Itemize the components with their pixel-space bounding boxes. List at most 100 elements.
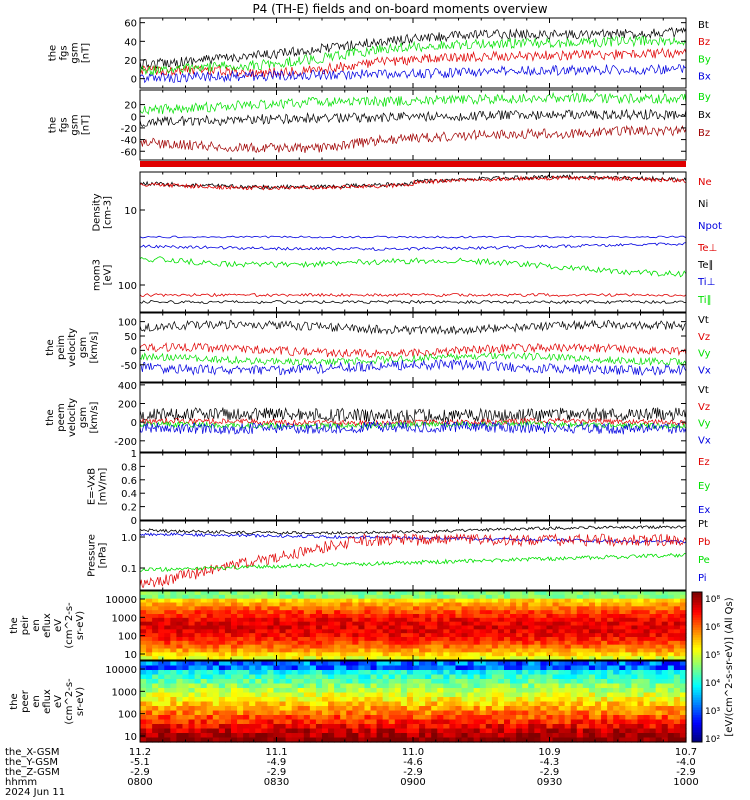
y-tick-label: 10000 xyxy=(105,595,137,606)
series-line xyxy=(139,319,687,336)
y-tick-label: 0 xyxy=(131,75,137,86)
legend-entry: Vz xyxy=(698,332,710,343)
legend-entry: Bx xyxy=(698,71,711,82)
legend-entry: Ey xyxy=(698,481,710,492)
panels-group: 0204060thefgsgsm[nT]BtBzByBx-60-40-20020… xyxy=(9,17,735,745)
series-line xyxy=(139,420,687,435)
y-tick-label: 100 xyxy=(118,318,137,329)
y-tick-label: 0.1 xyxy=(121,564,137,575)
y-tick-label: 0 xyxy=(131,516,137,527)
y-axis-label: thepeimvelocitygsm[km/s] xyxy=(45,328,100,367)
legend-entry: Pe xyxy=(698,555,710,566)
colorbar: 10² 10³ 10⁴ 10⁵ 10⁶ 10⁸ [eV/(cm^2-s-sr-eV)] (A… xyxy=(691,591,735,745)
y-tick-label: 20 xyxy=(124,56,137,67)
legend-entry: Ti∥ xyxy=(697,295,712,306)
legend-entry: Npot xyxy=(698,221,722,232)
legend-entry: Ni xyxy=(698,199,708,210)
y-tick-label: 0.6 xyxy=(121,476,137,487)
x-axis-row-label: the_Z-GSM xyxy=(5,767,60,778)
series-line xyxy=(139,175,687,191)
colorbar-tick: 10⁶ xyxy=(705,623,720,633)
legend-entry: Bz xyxy=(698,128,710,139)
series-line xyxy=(139,359,687,376)
y-tick-label: 1000 xyxy=(112,613,137,624)
x-axis-row-label: the_X-GSM xyxy=(5,747,59,758)
quality-flag-bar xyxy=(140,161,686,167)
legend-entry: Ez xyxy=(698,457,710,468)
y-tick-label: 20 xyxy=(124,101,137,112)
panel-pressure: 0.1 1.0 Pressure[nPa] Pt Pb Pe Pi xyxy=(87,519,710,591)
y-axis-label: E=-VxB[mV/m] xyxy=(87,468,109,506)
legend-entry: Vt xyxy=(698,315,709,326)
legend-entry: Ne xyxy=(698,177,712,188)
series-line xyxy=(139,532,687,544)
legend-entry: Ex xyxy=(698,505,710,516)
x-tick-label: 0800 xyxy=(127,777,152,788)
panel-frame xyxy=(139,17,687,89)
x-tick-label: -5.1 xyxy=(130,757,150,768)
y-tick-label: 50 xyxy=(124,332,137,343)
x-axis-labels: the_X-GSM 11.2 11.1 11.0 10.9 10.7 the_Y-GSM -5… xyxy=(5,747,699,798)
y-tick-label: 0 xyxy=(131,346,137,357)
series-line xyxy=(139,47,687,78)
y-tick-label: -20 xyxy=(121,124,137,135)
colorbar-tick: 10⁴ xyxy=(705,679,720,689)
y-axis-label: thepeirenefluxeV(cm^2-s-sr-eV) xyxy=(9,602,86,649)
x-tick-label: 11.0 xyxy=(402,747,424,758)
legend-entry: Pb xyxy=(698,537,710,548)
x-tick-label: 0900 xyxy=(400,777,425,788)
series-line xyxy=(139,256,687,278)
y-tick-label: 0.2 xyxy=(121,503,137,514)
y-tick-label: 0 xyxy=(131,112,137,123)
series-line xyxy=(139,124,687,154)
x-tick-label: 11.2 xyxy=(129,747,151,758)
y-tick-label: 10 xyxy=(124,650,137,661)
legend-entry: Vy xyxy=(698,349,711,360)
x-tick-label: 1000 xyxy=(673,777,698,788)
panel-fgs-gsm: 0 20 40 60 thefgsgsm[nT] Bt Bz By Bx xyxy=(48,17,711,89)
y-tick-label: 1000 xyxy=(112,687,137,698)
y-tick-label: -50 xyxy=(121,361,137,372)
colorbar-tick: 10² xyxy=(705,735,720,745)
y-tick-label: 200 xyxy=(118,400,137,411)
legend-entry: Te∥ xyxy=(697,260,714,271)
panel-peim-velocity: -50 0 50 100 thepeimvelocitygsm[km/s] Vt Vz Vy V… xyxy=(45,312,711,383)
x-tick-label: -2.9 xyxy=(130,767,150,778)
y-axis-label: thepeerenefluxeV(cm^2-s-sr-eV) xyxy=(9,678,86,725)
series-line xyxy=(139,342,687,359)
series-line xyxy=(139,352,687,367)
legend-entry: Pt xyxy=(698,519,708,530)
series-line xyxy=(139,174,687,190)
y-axis-label: thefgsgsm[nT] xyxy=(48,114,92,135)
y-tick-label: 10 xyxy=(124,732,137,743)
series-line xyxy=(139,242,687,251)
series-line xyxy=(139,525,687,535)
x-tick-label: -2.9 xyxy=(403,767,423,778)
x-tick-label: 10.9 xyxy=(538,747,560,758)
series-line xyxy=(139,91,687,116)
y-tick-label: 0.4 xyxy=(121,489,137,500)
x-tick-label: 11.1 xyxy=(265,747,287,758)
y-tick-label: 1.0 xyxy=(121,533,137,544)
colorbar-tick: 10³ xyxy=(705,707,720,717)
y-tick-label: 10 xyxy=(124,206,137,217)
legend-entry: Vy xyxy=(698,419,711,430)
y-tick-label: 0 xyxy=(131,418,137,429)
series-line xyxy=(139,26,687,70)
x-tick-label: -4.3 xyxy=(540,757,560,768)
legend-entry: Vx xyxy=(698,436,711,447)
x-axis-row-label: hhmm xyxy=(5,777,37,788)
y-tick-label: -40 xyxy=(121,136,137,147)
x-tick-label: 10.7 xyxy=(675,747,697,758)
y-tick-label: -200 xyxy=(114,437,137,448)
legend-entry: By xyxy=(698,92,711,103)
y-tick-label: 1 xyxy=(131,449,137,460)
legend-entry: Pi xyxy=(698,573,707,584)
series-line xyxy=(139,63,687,84)
x-tick-label: 0930 xyxy=(537,777,562,788)
y-axis-label: Pressure[nPa] xyxy=(87,534,109,577)
series-line xyxy=(139,533,687,588)
y-tick-label: 100 xyxy=(118,632,137,643)
y-axis-label: Density[cm-3] xyxy=(92,193,114,231)
